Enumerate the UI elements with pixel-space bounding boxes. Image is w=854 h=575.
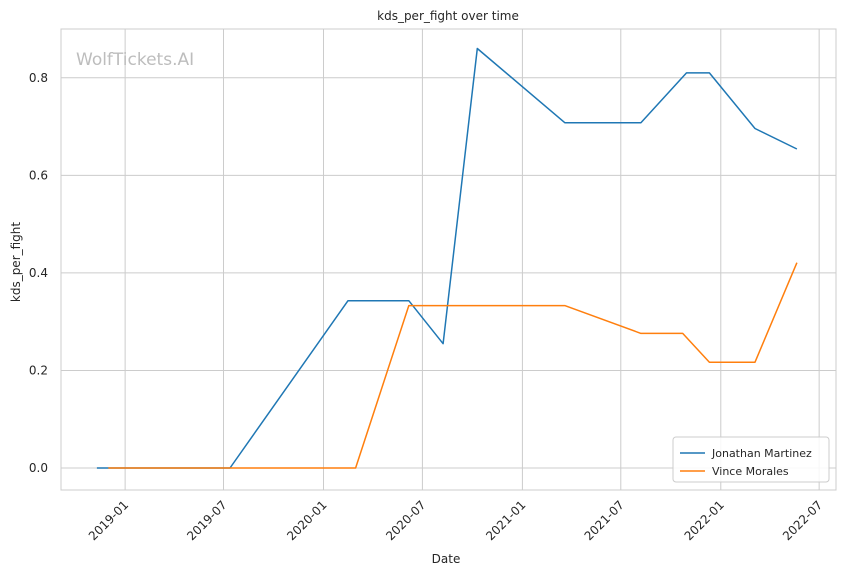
y-tick-label: 0.8 <box>29 71 48 85</box>
legend-box <box>672 436 830 483</box>
series-line-jonathan-martinez <box>96 47 798 469</box>
chart-title: kds_per_fight over time <box>377 9 519 23</box>
legend-label-vince-morales: Vince Morales <box>712 465 789 478</box>
legend: Jonathan Martinez Vince Morales <box>672 436 830 483</box>
series-line-vince-morales <box>108 262 798 469</box>
grid <box>61 29 836 490</box>
watermark-text: WolfTickets.AI <box>76 50 194 70</box>
y-tick-label: 0.2 <box>29 363 48 377</box>
x-axis-title: Date <box>432 552 461 566</box>
legend-label-jonathan-martinez: Jonathan Martinez <box>711 447 812 460</box>
y-tick-label: 0.0 <box>29 461 48 475</box>
y-axis-title: kds_per_fight <box>9 222 23 303</box>
y-tick-label: 0.6 <box>29 168 48 182</box>
series-lines <box>96 47 798 469</box>
plot-area <box>60 28 837 491</box>
y-axis-ticks: 0.0 0.2 0.4 0.6 0.8 <box>29 71 48 475</box>
y-tick-label: 0.4 <box>29 266 48 280</box>
